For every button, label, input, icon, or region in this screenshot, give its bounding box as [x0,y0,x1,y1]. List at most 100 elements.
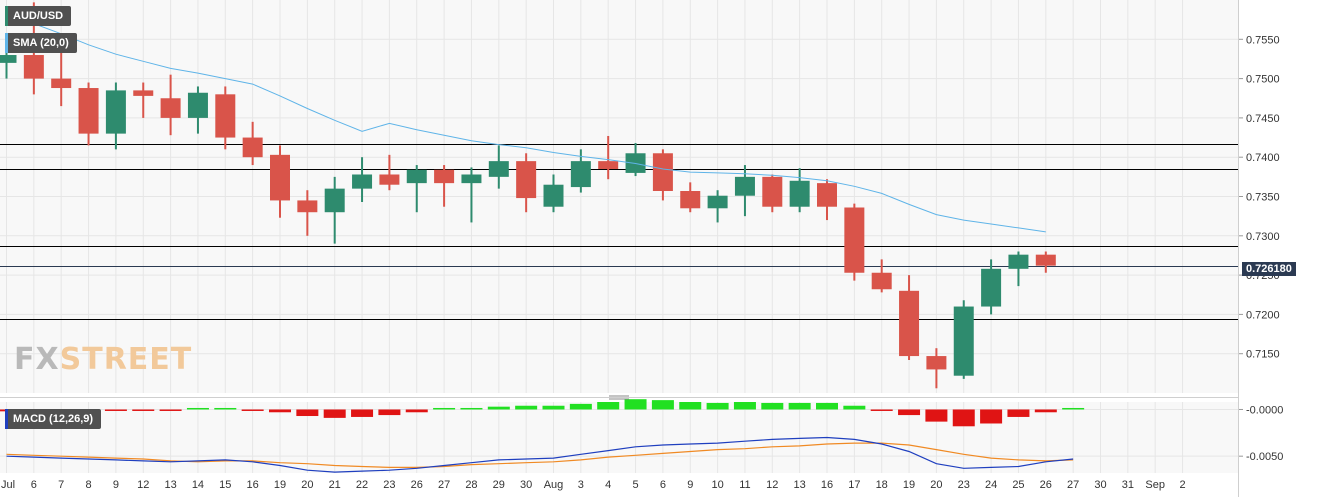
x-tick-label: 22 [356,479,368,491]
candle-body [488,161,509,177]
candle-body [844,207,865,273]
candle [598,135,619,180]
x-tick-label: 13 [794,479,806,491]
y-tick-label: 0.7150 [1246,349,1280,361]
candle [953,300,974,379]
candle [133,82,154,118]
candle [297,190,318,236]
macd-histogram-bar [515,405,538,410]
macd-histogram-bar [816,402,838,410]
x-tick-label: 30 [1094,479,1106,491]
candle-body [707,195,728,209]
x-tick-label: 12 [766,479,778,491]
candle-body [461,174,482,184]
macd-histogram-bar [651,400,674,410]
macd-y-tick-label: -0.0000 [1246,404,1283,416]
candle-body [133,90,154,96]
candle [1035,251,1056,273]
y-tick-label: 0.7500 [1246,74,1280,86]
x-tick-label: 9 [113,479,119,491]
macd-histogram-bar [487,406,510,410]
macd-histogram-bar [186,407,209,410]
candle-body [981,268,1002,307]
watermark-part1: FX [14,342,60,377]
candle-body [762,176,783,207]
macd-swatch [5,409,8,429]
candle-body [406,169,427,184]
x-tick-label: 6 [660,479,666,491]
x-tick-label: 10 [711,479,723,491]
candle [379,154,400,191]
candle [160,74,181,136]
candle-body [680,190,701,209]
macd-histogram-bar [378,409,401,416]
x-tick-label: 3 [578,479,584,491]
macd-histogram-bar [323,409,346,418]
candle [270,145,290,218]
x-tick-label: 4 [605,479,611,491]
macd-histogram-bar [569,403,592,410]
candlestick-series [0,2,1056,389]
sma-swatch [5,33,8,53]
macd-histogram-bar [733,402,756,410]
x-tick-label: 13 [164,479,176,491]
panel-resize-handle[interactable] [609,395,629,400]
symbol-legend[interactable]: AUD/USD [5,6,72,26]
candle-body [297,200,318,213]
x-tick-label: 25 [1012,479,1024,491]
date-x-axis: Jul 6 7 8 9 12 13 14 15 16 19 20 21 22 23 26 27 28 29 30 Aug… [1,479,1186,491]
macd-histogram [0,399,1085,427]
macd-histogram-bar [761,402,784,410]
macd-histogram-bar [843,405,866,410]
macd-histogram-bar [788,402,811,410]
macd-histogram-bar [460,407,483,410]
candle-body [270,154,290,201]
candle [652,149,673,201]
x-tick-label: 31 [1122,479,1134,491]
y-tick-label: 0.7550 [1246,34,1280,46]
candle-body [570,161,591,188]
symbol-label: AUD/USD [13,10,64,22]
y-tick-label: 0.7300 [1246,231,1280,243]
candle [871,259,892,293]
candle-body [352,174,373,189]
macd-histogram-bar [433,407,456,410]
macd-legend[interactable]: MACD (12,26,9) [5,409,102,429]
x-tick-label: 21 [329,479,341,491]
current-price-tag: 0.726180 [1242,262,1296,276]
macd-histogram-bar [269,409,291,413]
candle-body [598,161,619,169]
candle [488,145,509,189]
horizontal-levels [0,144,1238,320]
candle [51,51,72,107]
candle-body [789,180,810,207]
macd-histogram-bar [597,402,620,410]
candle-body [215,94,236,138]
macd-histogram-bar [1062,407,1085,410]
x-tick-label: 11 [739,479,750,491]
x-tick-label: 14 [192,479,204,491]
sma-legend[interactable]: SMA (20,0) [5,33,77,53]
sma-line [6,15,1046,233]
macd-y-axis: -0.0000 -0.0050 [1238,404,1283,463]
fxstreet-watermark: FXSTREET [14,342,192,377]
candle-body [379,174,400,185]
x-tick-label: 29 [493,479,505,491]
watermark-part2: STREET [59,342,193,377]
candle-body [105,90,126,134]
candle-body [160,98,181,118]
candle-body [871,272,892,290]
macd-line [6,436,1074,473]
candle-body [187,92,208,118]
macd-label: MACD (12,26,9) [13,413,94,425]
y-tick-label: 0.7400 [1246,152,1280,164]
candle [434,165,455,207]
macd-histogram-bar [159,409,182,411]
x-tick-label: 26 [411,479,423,491]
macd-histogram-bar [241,409,264,411]
candle-body [0,55,17,63]
x-tick-label: 6 [31,479,37,491]
candle [352,157,373,203]
x-tick-label: 8 [85,479,91,491]
x-tick-label: 19 [903,479,915,491]
